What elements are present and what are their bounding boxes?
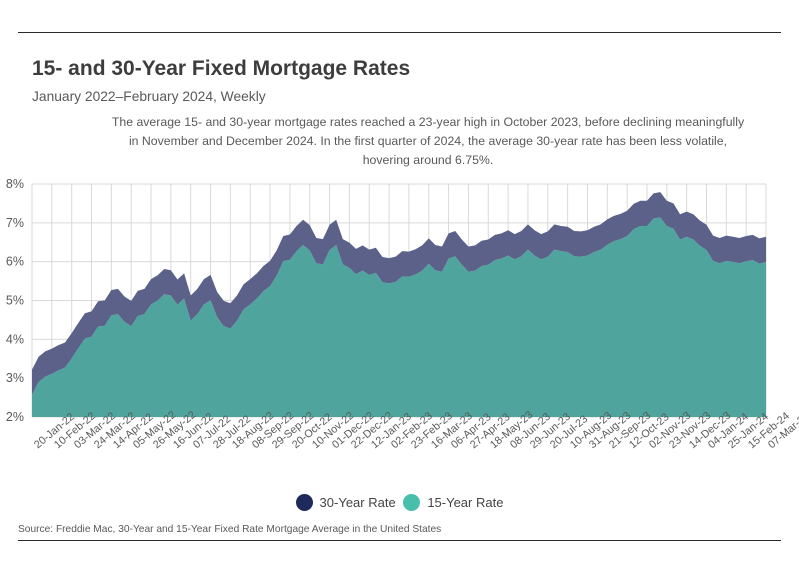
svg-text:6%: 6% bbox=[6, 255, 24, 269]
svg-text:7%: 7% bbox=[6, 216, 24, 230]
svg-text:3%: 3% bbox=[6, 371, 24, 385]
svg-text:5%: 5% bbox=[6, 294, 24, 308]
svg-text:4%: 4% bbox=[6, 332, 24, 346]
svg-text:8%: 8% bbox=[6, 177, 24, 191]
